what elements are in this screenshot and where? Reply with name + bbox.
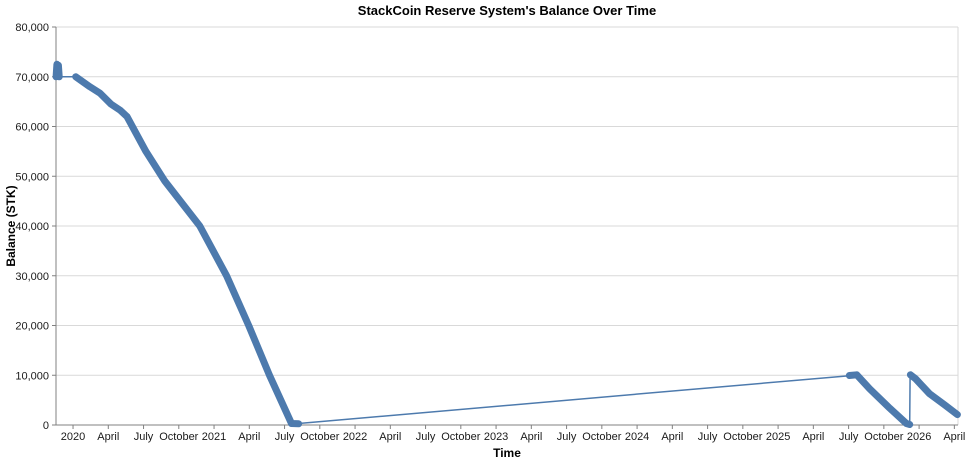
x-tick-label: October	[441, 431, 480, 443]
y-axis-ticks: 0 10,000 20,000 30,000 40,000 50,000 60,000 70,…	[15, 22, 56, 432]
balance-line-dense-segment	[52, 60, 63, 81]
x-tick-label: April	[379, 431, 401, 443]
series-balance	[52, 60, 961, 428]
x-tick-label: 2025	[766, 431, 790, 443]
x-tick-label: April	[802, 431, 824, 443]
x-tick-label: April	[238, 431, 260, 443]
x-tick-label: July	[134, 431, 154, 443]
balance-line-dense-segment	[72, 73, 303, 428]
x-tick-label: October	[864, 431, 903, 443]
y-tick-label: 20,000	[15, 321, 49, 333]
gridlines	[56, 76, 958, 376]
x-tick-label: April	[520, 431, 542, 443]
x-tick-label: July	[698, 431, 718, 443]
x-tick-label: April	[943, 431, 965, 443]
x-tick-label: July	[416, 431, 436, 443]
x-axis-title: Time	[493, 446, 521, 460]
x-tick-label: 2021	[202, 431, 226, 443]
x-tick-label: 2020	[61, 431, 85, 443]
x-tick-label: 2024	[625, 431, 649, 443]
y-tick-label: 40,000	[15, 221, 49, 233]
x-tick-label: April	[97, 431, 119, 443]
x-tick-label: October	[300, 431, 339, 443]
y-tick-label: 0	[43, 420, 49, 432]
x-tick-label: July	[839, 431, 859, 443]
y-tick-label: 50,000	[15, 171, 49, 183]
x-axis-ticks: 2020 April July October 2021 April July October…	[61, 425, 965, 443]
x-tick-label: October	[159, 431, 198, 443]
balance-line-segment	[297, 374, 851, 425]
x-tick-label: July	[557, 431, 577, 443]
y-tick-label: 60,000	[15, 122, 49, 134]
x-tick-label: April	[661, 431, 683, 443]
x-tick-label: October	[723, 431, 762, 443]
x-tick-label: July	[275, 431, 295, 443]
chart-title: StackCoin Reserve System's Balance Over …	[357, 3, 657, 18]
balance-line-dense-segment	[906, 371, 961, 419]
y-tick-label: 70,000	[15, 72, 49, 84]
x-tick-label: 2023	[484, 431, 508, 443]
y-tick-label: 80,000	[15, 22, 49, 34]
x-tick-label: 2026	[907, 431, 931, 443]
x-tick-label: 2022	[343, 431, 367, 443]
balance-line-dense-segment	[845, 371, 914, 428]
y-tick-label: 30,000	[15, 271, 49, 283]
x-tick-label: October	[582, 431, 621, 443]
y-tick-label: 10,000	[15, 370, 49, 382]
